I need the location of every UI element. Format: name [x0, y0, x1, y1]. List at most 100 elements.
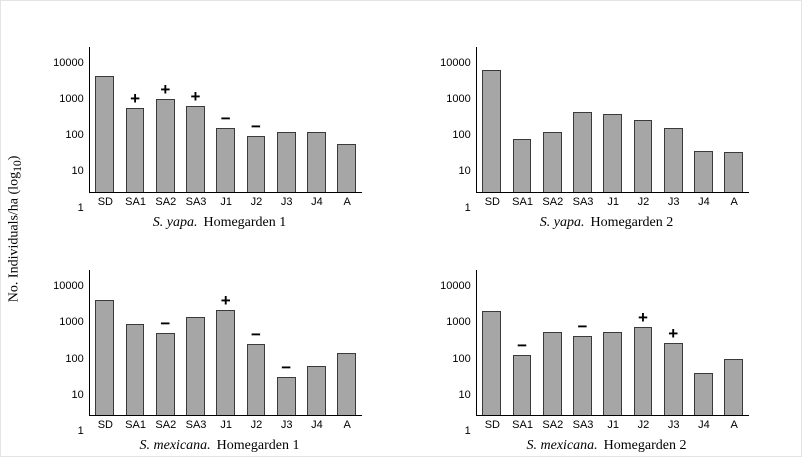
- bar: [542, 331, 562, 415]
- species-name: S. yapa.: [539, 214, 585, 230]
- significance-annotation: +: [668, 323, 679, 343]
- y-tick-label: 1000: [59, 316, 84, 329]
- bar: [724, 359, 743, 415]
- bar-slot: +: [211, 270, 241, 415]
- significance-annotation: −: [517, 336, 528, 356]
- bar: [573, 336, 592, 415]
- bar: [125, 324, 145, 415]
- bar-slot: +: [120, 47, 150, 192]
- x-tick-label: J1: [220, 419, 233, 431]
- y-tick-label: 100: [65, 352, 84, 365]
- bar: [276, 131, 296, 192]
- x-labels: SD SA1 SA2 SA3 J1 J2 J3 J4 A: [477, 196, 749, 208]
- y-tick-label: 10000: [53, 56, 84, 69]
- bar-slot: −: [507, 270, 537, 415]
- x-tick-label: J3: [667, 195, 680, 208]
- bar-slot: [90, 270, 120, 415]
- x-tick-label: SA3: [572, 419, 594, 431]
- bar: [724, 152, 743, 192]
- x-tick-label: SD: [484, 195, 500, 208]
- x-labels: SD SA1 SA2 SA3 J1 J2 J3 J4 A: [90, 196, 362, 208]
- bar-slot: [507, 47, 537, 192]
- x-tick-label: SA2: [542, 195, 564, 208]
- bar-slot: [688, 47, 718, 192]
- y-tick-label: 100: [452, 129, 471, 141]
- x-tick-label: J4: [311, 195, 323, 208]
- bar-slot: [180, 270, 210, 415]
- significance-annotation: +: [220, 290, 231, 310]
- y-tick-label: 10000: [440, 56, 471, 69]
- significance-annotation: +: [160, 80, 171, 100]
- y-tick-label: 1: [464, 425, 471, 437]
- chart-panel: 1 10 100 1000 10000 − + − − SD SA1 SA2 SA3 J1 J2 J3 J4…: [29, 231, 380, 455]
- y-axis-label: No. Individuals/ha (log10): [6, 155, 24, 302]
- significance-annotation: +: [130, 89, 141, 109]
- bar-slot: +: [150, 47, 180, 192]
- bar: [307, 366, 326, 415]
- significance-annotation: −: [250, 325, 261, 345]
- bar-slot: [90, 47, 120, 192]
- x-tick-label: J2: [637, 195, 650, 208]
- bar: [337, 353, 356, 415]
- x-tick-label: J2: [250, 195, 263, 208]
- bar-slot: −: [567, 270, 597, 415]
- x-tick-label: SA2: [542, 419, 564, 431]
- bar-slot: −: [241, 47, 271, 192]
- x-tick-label: A: [730, 195, 738, 208]
- x-tick-label: A: [730, 419, 738, 431]
- panel-title: S. yapa. Homegarden 1: [153, 215, 287, 231]
- bar-slot: [688, 270, 718, 415]
- y-tick-label: 100: [452, 352, 471, 365]
- significance-annotation: −: [281, 358, 292, 378]
- y-axis-label-text: No. Individuals/ha (log: [6, 171, 22, 302]
- bar-slot: −: [271, 270, 301, 415]
- y-tick-label: 10: [458, 388, 471, 401]
- x-tick-label: J3: [280, 419, 293, 431]
- bar: [603, 331, 623, 415]
- y-ticks: 1 10 100 1000 10000: [47, 280, 89, 437]
- homegarden-label: Homegarden 2: [603, 438, 687, 453]
- bar-slot: [120, 270, 150, 415]
- species-name: S. mexicana.: [526, 438, 598, 453]
- x-tick-label: J4: [698, 419, 710, 431]
- bar: [246, 136, 266, 192]
- bar: [307, 131, 326, 192]
- x-labels: SD SA1 SA2 SA3 J1 J2 J3 J4 A: [477, 419, 749, 431]
- species-name: S. yapa.: [152, 214, 198, 230]
- y-axis-label-column: No. Individuals/ha (log10): [1, 1, 29, 456]
- x-tick-label: A: [343, 195, 351, 208]
- bar: [95, 76, 115, 192]
- bar: [125, 108, 145, 192]
- bar-slot: [719, 270, 749, 415]
- species-name: S. mexicana.: [139, 438, 211, 453]
- chart-panel: 1 10 100 1000 10000 − − + + SD SA1 SA2 SA3 J1 J2 J3 J4…: [416, 231, 767, 455]
- bar: [337, 144, 356, 192]
- significance-annotation: −: [160, 314, 171, 334]
- chart-panel: 1 10 100 1000 10000 SD SA1 SA2 SA3 J1 J2 J3 J4 A S. …: [416, 7, 767, 231]
- x-labels: SD SA1 SA2 SA3 J1 J2 J3 J4 A: [90, 419, 362, 431]
- bar: [482, 310, 502, 415]
- x-tick-label: J2: [250, 419, 263, 431]
- x-tick-label: J3: [667, 419, 680, 431]
- y-tick-label: 1000: [59, 92, 84, 105]
- x-tick-label: SD: [97, 419, 113, 431]
- x-tick-label: J3: [280, 195, 293, 208]
- bar: [633, 119, 653, 192]
- plot-area: − + − −: [88, 270, 362, 416]
- y-tick-label: 1000: [446, 316, 471, 329]
- panel-title: S. mexicana. Homegarden 2: [527, 438, 687, 454]
- bar: [542, 131, 562, 192]
- significance-annotation: +: [637, 307, 648, 327]
- x-tick-label: SA1: [512, 195, 533, 208]
- bar: [155, 99, 175, 192]
- bar: [633, 326, 653, 415]
- bar-slot: [477, 47, 507, 192]
- x-tick-label: SA3: [185, 195, 207, 208]
- bar: [694, 373, 713, 415]
- x-tick-label: A: [343, 419, 351, 431]
- significance-annotation: +: [190, 86, 201, 106]
- y-tick-label: 100: [65, 129, 84, 141]
- x-tick-label: SA3: [572, 195, 594, 208]
- chart-panel: 1 10 100 1000 10000 + + + − − SD SA1 SA2 SA3 J1 J2 J3 J…: [29, 7, 380, 231]
- x-tick-label: J4: [311, 419, 323, 431]
